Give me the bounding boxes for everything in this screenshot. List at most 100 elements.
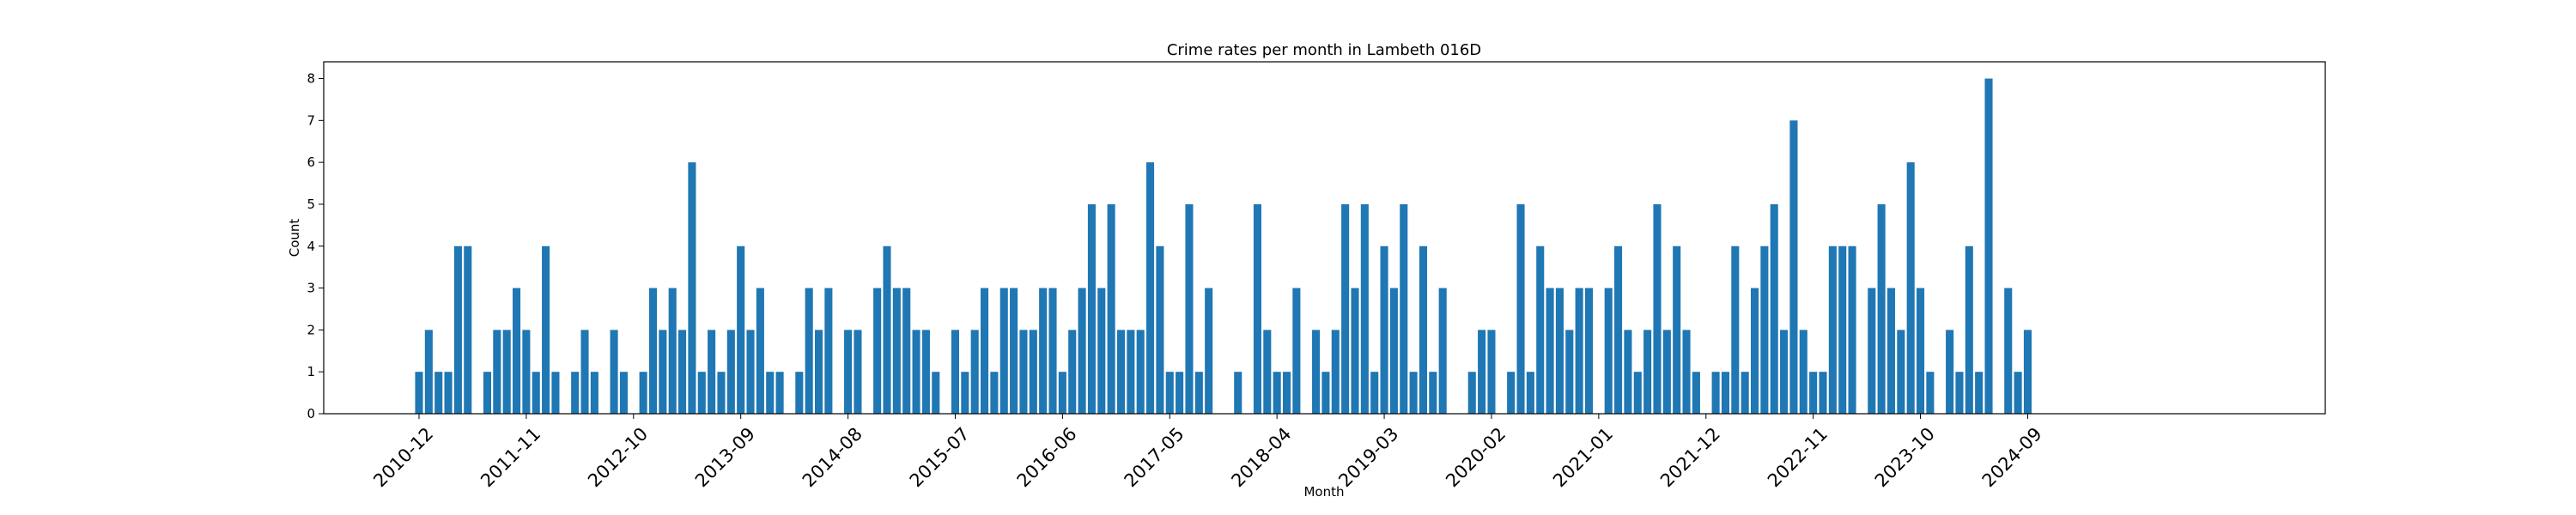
bar-2014-05 [814,330,823,414]
bar-2024-01 [1946,330,1954,414]
bar-2022-09 [1789,120,1798,414]
bar-2022-12 [1819,372,1827,414]
bar-2020-08 [1546,288,1554,414]
bar-2016-10 [1097,288,1106,414]
plot-frame [323,61,2326,415]
bar-2013-01 [659,330,667,414]
x-tick-label: 2013-09 [691,423,759,491]
bar-2019-07 [1419,245,1428,414]
bar-2024-08 [2014,372,2022,414]
bar-2013-11 [756,288,764,414]
x-tick-label: 2020-02 [1442,423,1510,491]
bar-2021-04 [1624,330,1632,414]
bar-2012-01 [542,245,550,414]
x-tick-label: 2019-03 [1334,423,1402,491]
bar-2021-02 [1604,288,1613,414]
bar-2019-12 [1467,372,1476,414]
bar-2020-11 [1575,288,1583,414]
bar-2017-07 [1185,203,1194,414]
bar-2015-12 [999,288,1008,414]
bar-2022-06 [1760,245,1769,414]
bar-2011-08 [493,330,501,414]
bar-2017-01 [1127,330,1135,414]
bar-2021-08 [1662,330,1671,414]
bar-2024-07 [2004,288,2013,414]
bar-2017-08 [1194,372,1203,414]
x-tick-label: 2017-05 [1121,423,1188,491]
bar-2016-04 [1039,288,1048,414]
bar-2020-09 [1555,288,1564,414]
bar-2011-01 [424,330,433,414]
bar-2011-04 [453,245,462,414]
bar-2012-09 [619,372,628,414]
bar-2011-02 [434,372,443,414]
x-tick-label: 2021-01 [1549,423,1617,491]
bar-2023-07 [1886,288,1896,414]
bar-2013-09 [737,245,745,414]
bar-2022-05 [1750,288,1759,414]
bar-2019-05 [1400,203,1408,414]
bar-2012-06 [590,372,598,414]
bar-2021-11 [1692,372,1700,414]
x-tick-label: 2011-11 [477,423,544,491]
bar-2023-06 [1877,203,1886,414]
bar-2017-02 [1136,330,1145,414]
bar-2016-11 [1107,203,1115,414]
x-tick-label: 2021-12 [1656,423,1724,491]
bar-2017-04 [1156,245,1164,414]
bar-2013-05 [697,372,706,414]
bar-2020-10 [1565,330,1574,414]
bar-2018-02 [1253,203,1261,414]
bar-2018-09 [1321,372,1330,414]
bar-2022-07 [1770,203,1778,414]
bar-2020-07 [1536,245,1545,414]
bar-2019-01 [1360,203,1369,414]
bar-2011-11 [522,330,531,414]
bar-2018-04 [1273,372,1281,414]
bar-2022-04 [1741,372,1749,414]
bar-2016-12 [1116,330,1126,414]
bar-2020-04 [1507,372,1516,414]
bar-2011-05 [464,245,472,414]
x-tick-label: 2016-06 [1013,423,1081,491]
bar-2018-06 [1292,288,1301,414]
x-tick-label: 2015-07 [906,423,974,491]
bar-2013-07 [717,372,726,414]
bar-2021-09 [1673,245,1681,414]
bar-2011-03 [444,372,453,414]
bar-2015-08 [961,372,969,414]
y-tick-label: 5 [307,197,315,212]
bar-2017-05 [1165,372,1174,414]
bar-2021-05 [1633,372,1642,414]
y-tick-label: 1 [307,364,315,379]
bar-2023-08 [1897,330,1905,414]
bar-2016-01 [1010,288,1018,414]
x-tick-label: 2018-04 [1227,423,1295,491]
bar-2018-05 [1282,372,1291,414]
bar-2017-03 [1146,162,1155,414]
bar-2015-09 [970,330,979,414]
bar-2023-10 [1917,288,1925,414]
y-tick-label: 4 [307,239,315,254]
bar-2010-12 [415,372,423,414]
bar-2012-08 [610,330,618,414]
bar-2013-06 [708,330,716,414]
bar-2012-04 [571,372,580,414]
bar-2024-04 [1975,372,1984,414]
bar-2018-03 [1263,330,1272,414]
bar-2012-11 [639,372,647,414]
bar-2019-09 [1438,288,1447,414]
bar-2015-07 [951,330,960,414]
bar-2011-07 [483,372,492,414]
bar-2019-08 [1429,372,1437,414]
x-tick-label: 2024-09 [1978,423,2046,491]
bar-2016-05 [1048,288,1057,414]
bar-2015-02 [902,288,911,414]
y-tick-label: 8 [307,71,315,87]
bar-2024-02 [1955,372,1964,414]
bar-2019-04 [1389,288,1398,414]
bar-2011-12 [532,372,540,414]
bar-2022-01 [1711,372,1720,414]
bar-2012-05 [580,330,589,414]
